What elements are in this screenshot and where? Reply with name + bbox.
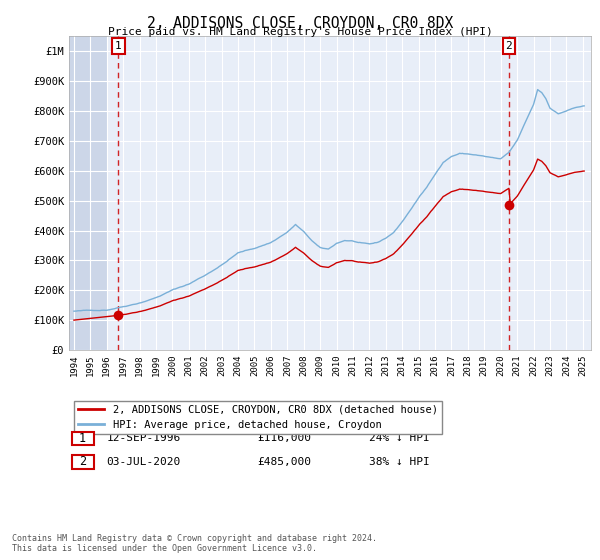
FancyBboxPatch shape bbox=[71, 432, 94, 445]
FancyBboxPatch shape bbox=[71, 455, 94, 469]
Text: 24% ↓ HPI: 24% ↓ HPI bbox=[369, 433, 430, 444]
Text: 38% ↓ HPI: 38% ↓ HPI bbox=[369, 457, 430, 467]
Text: 1: 1 bbox=[79, 432, 86, 445]
Text: 2: 2 bbox=[506, 41, 512, 51]
Text: 12-SEP-1996: 12-SEP-1996 bbox=[107, 433, 181, 444]
Text: 2: 2 bbox=[79, 455, 86, 469]
Text: 03-JUL-2020: 03-JUL-2020 bbox=[107, 457, 181, 467]
Text: £116,000: £116,000 bbox=[257, 433, 311, 444]
Text: Contains HM Land Registry data © Crown copyright and database right 2024.
This d: Contains HM Land Registry data © Crown c… bbox=[12, 534, 377, 553]
Polygon shape bbox=[69, 36, 107, 350]
Text: £485,000: £485,000 bbox=[257, 457, 311, 467]
Text: 2, ADDISONS CLOSE, CROYDON, CR0 8DX: 2, ADDISONS CLOSE, CROYDON, CR0 8DX bbox=[147, 16, 453, 31]
Text: 1: 1 bbox=[115, 41, 122, 51]
Legend: 2, ADDISONS CLOSE, CROYDON, CR0 8DX (detached house), HPI: Average price, detach: 2, ADDISONS CLOSE, CROYDON, CR0 8DX (det… bbox=[74, 401, 442, 434]
Text: Price paid vs. HM Land Registry's House Price Index (HPI): Price paid vs. HM Land Registry's House … bbox=[107, 27, 493, 37]
